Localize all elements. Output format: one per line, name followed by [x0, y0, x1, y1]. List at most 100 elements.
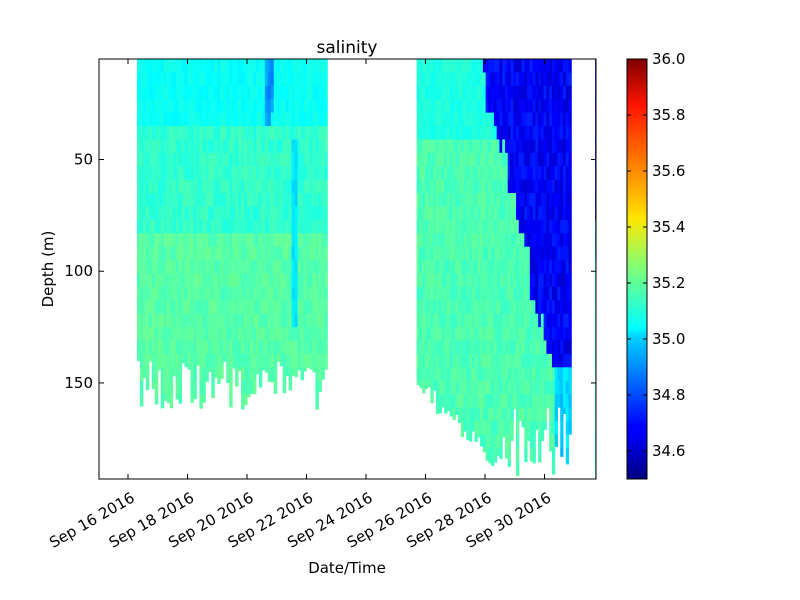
profile-column: [205, 59, 209, 382]
profile-column: [229, 59, 233, 408]
profile-column: [282, 59, 287, 394]
profile-column: [449, 59, 453, 417]
y-axis: 50 100 150: [64, 151, 596, 392]
profile-column: [264, 59, 269, 373]
colorbar-tick-label: 35.8: [652, 106, 685, 124]
profile-column: [433, 59, 437, 391]
colorbar-tick-label: 35.2: [652, 274, 685, 292]
profile-column: [469, 59, 473, 442]
profile-column: [190, 59, 194, 403]
profile-column: [438, 59, 442, 414]
y-tick-label: 100: [64, 262, 93, 280]
profile-column: [554, 59, 558, 448]
colorbar-tick-label: 35.4: [652, 218, 685, 236]
profile-column: [504, 59, 509, 459]
profile-column: [419, 59, 423, 388]
profile-column: [416, 59, 420, 386]
profile-column: [466, 59, 470, 441]
profile-column: [510, 59, 514, 441]
profile-column: [247, 59, 251, 398]
colorbar-tick-label: 35.6: [652, 162, 685, 180]
profile-column: [597, 59, 599, 480]
profile-column: [312, 59, 316, 373]
profile-column: [175, 59, 180, 400]
profile-column: [196, 59, 200, 366]
profile-column: [568, 59, 572, 435]
profile-column: [148, 59, 153, 362]
profile-column: [255, 59, 260, 375]
profile-column: [474, 59, 478, 443]
profile-column: [603, 59, 605, 480]
profile-column: [513, 59, 517, 410]
profile-column: [460, 59, 465, 437]
profile-column: [169, 59, 174, 409]
profile-column: [244, 59, 248, 406]
colorbar-tick-label: 36.0: [652, 50, 685, 68]
profile-column: [599, 59, 601, 480]
profile-column: [532, 59, 536, 464]
profile-column: [151, 59, 156, 389]
profile-column: [527, 59, 531, 442]
profile-column: [187, 59, 191, 370]
profile-column: [565, 59, 570, 465]
profile-column: [435, 59, 440, 415]
profile-column: [324, 59, 328, 370]
profile-column: [543, 59, 547, 430]
profile-column: [491, 59, 495, 467]
profile-column: [477, 59, 481, 438]
profile-column: [232, 59, 236, 369]
profile-column: [535, 59, 539, 430]
profile-column: [300, 59, 305, 381]
profile-column: [507, 59, 511, 467]
profile-column: [252, 59, 257, 395]
profile-column: [516, 59, 520, 477]
profile-column: [518, 59, 523, 421]
profile-column: [139, 59, 144, 407]
profile-column: [238, 59, 242, 372]
profile-column: [471, 59, 476, 432]
profile-column: [452, 59, 456, 421]
profile-column: [318, 59, 322, 393]
profile-column: [199, 59, 203, 409]
profile-column: [211, 59, 215, 399]
profile-column: [463, 59, 467, 432]
profile-column: [551, 59, 556, 475]
chart-title: salinity: [317, 38, 378, 58]
profile-column: [458, 59, 462, 423]
profile-column: [480, 59, 484, 447]
profile-column: [446, 59, 451, 412]
profile-column: [549, 59, 553, 452]
profile-column: [303, 59, 307, 372]
profile-column: [562, 59, 567, 414]
profile-column: [315, 59, 319, 410]
profile-column: [279, 59, 284, 367]
profile-column: [427, 59, 431, 388]
colorbar: [626, 58, 648, 480]
profile-column: [441, 59, 445, 408]
profile-column: [482, 59, 487, 453]
y-tick-label: 150: [64, 374, 93, 392]
y-tick-label: 50: [74, 151, 93, 169]
profile-column: [455, 59, 459, 416]
profile-column: [184, 59, 188, 368]
profile-column: [267, 59, 272, 382]
profile-column: [172, 59, 177, 377]
plot-area: [136, 59, 605, 480]
profile-column: [297, 59, 302, 371]
profile-column: [557, 59, 561, 408]
x-axis-label: Date/Time: [308, 559, 386, 577]
profile-column: [306, 59, 310, 368]
profile-column: [214, 59, 218, 378]
profile-column: [226, 59, 230, 383]
profile-column: [488, 59, 492, 464]
profile-column: [291, 59, 296, 376]
profile-column: [430, 59, 434, 404]
salinity-data-layer: [136, 59, 605, 480]
profile-column: [524, 59, 528, 463]
profile-column: [193, 59, 197, 400]
profile-column: [235, 59, 239, 387]
profile-column: [538, 59, 542, 463]
y-axis-label: Depth (m): [39, 231, 57, 308]
profile-column: [258, 59, 263, 388]
